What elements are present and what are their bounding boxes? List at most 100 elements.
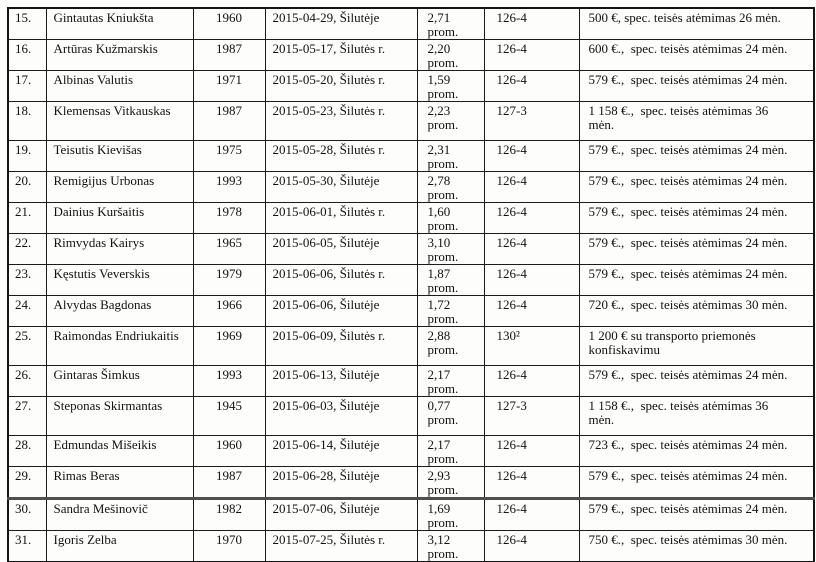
table-row: 22. Rimvydas Kairys 1965 2015-06-05, Šil… <box>7 233 815 265</box>
penalty-cell: 579 €., spec. teisės atėmimas 24 mėn. <box>578 466 815 499</box>
table-row: 16. Artūras Kužmarskis 1987 2015-05-17, … <box>7 39 815 71</box>
name-cell: Gintautas Kniukšta <box>45 7 194 40</box>
name-cell: Dainius Kuršaitis <box>45 202 194 234</box>
row-number-cell: 26. <box>7 365 47 397</box>
article-cell: 126-4 <box>483 171 580 203</box>
birth-year-cell: 1993 <box>192 365 266 397</box>
name-cell: Albinas Valutis <box>45 70 194 102</box>
row-number-cell: 18. <box>7 101 47 141</box>
penalty-cell: 579 €., spec. teisės atėmimas 24 mėn. <box>578 70 815 102</box>
table-row: 21. Dainius Kuršaitis 1978 2015-06-01, Š… <box>7 202 815 234</box>
row-number-cell: 21. <box>7 202 47 234</box>
penalty-cell: 579 €., spec. teisės atėmimas 24 mėn. <box>578 202 815 234</box>
name-cell: Teisutis Kievišas <box>45 140 194 172</box>
date-place-cell: 2015-06-01, Šilutės r. <box>264 202 418 234</box>
birth-year-cell: 1978 <box>192 202 266 234</box>
article-cell: 126-4 <box>483 295 580 327</box>
name-cell: Remigijus Urbonas <box>45 171 194 203</box>
row-number-cell: 23. <box>7 264 47 296</box>
intoxication-cell: 3,12 prom. <box>416 530 485 562</box>
table-row: 23. Kęstutis Veverskis 1979 2015-06-06, … <box>7 264 815 296</box>
row-number-cell: 22. <box>7 233 47 265</box>
row-number-cell: 30. <box>7 497 47 531</box>
table-row: 25. Raimondas Endriukaitis 1969 2015-06-… <box>7 326 815 366</box>
row-number-cell: 17. <box>7 70 47 102</box>
row-number-cell: 28. <box>7 435 47 467</box>
penalty-cell: 723 €., spec. teisės atėmimas 24 mėn. <box>578 435 815 467</box>
name-cell: Raimondas Endriukaitis <box>45 326 194 366</box>
table-row: 30. Sandra Mešinovič 1982 2015-07-06, Ši… <box>7 497 815 531</box>
table-row: 24. Alvydas Bagdonas 1966 2015-06-06, Ši… <box>7 295 815 327</box>
table-row: 17. Albinas Valutis 1971 2015-05-20, Šil… <box>7 70 815 102</box>
date-place-cell: 2015-07-25, Šilutės r. <box>264 530 418 562</box>
birth-year-cell: 1987 <box>192 101 266 141</box>
birth-year-cell: 1960 <box>192 7 266 40</box>
penalty-cell: 579 €., spec. teisės atėmimas 24 mėn. <box>578 140 815 172</box>
table-row: 15. Gintautas Kniukšta 1960 2015-04-29, … <box>7 7 815 40</box>
date-place-cell: 2015-06-06, Šilutės r. <box>264 264 418 296</box>
birth-year-cell: 1979 <box>192 264 266 296</box>
article-cell: 126-4 <box>483 70 580 102</box>
article-cell: 126-4 <box>483 435 580 467</box>
date-place-cell: 2015-06-13, Šilutėje <box>264 365 418 397</box>
article-cell: 127-3 <box>483 396 580 436</box>
intoxication-cell: 2,17 prom. <box>416 435 485 467</box>
penalty-cell: 1 200 € su transporto priemonės konfiska… <box>578 326 815 366</box>
intoxication-cell: 2,23 prom. <box>416 101 485 141</box>
table-body: 15. Gintautas Kniukšta 1960 2015-04-29, … <box>7 7 815 562</box>
table-row: 31. Igoris Zelba 1970 2015-07-25, Šilutė… <box>7 530 815 562</box>
date-place-cell: 2015-06-03, Šilutėje <box>264 396 418 436</box>
article-cell: 126-4 <box>483 7 580 40</box>
article-cell: 126-4 <box>483 39 580 71</box>
article-cell: 126-4 <box>483 202 580 234</box>
name-cell: Steponas Skirmantas <box>45 396 194 436</box>
intoxication-cell: 2,17 prom. <box>416 365 485 397</box>
table-row: 28. Edmundas Mišeikis 1960 2015-06-14, Š… <box>7 435 815 467</box>
intoxication-cell: 2,93 prom. <box>416 466 485 499</box>
intoxication-cell: 3,10 prom. <box>416 233 485 265</box>
article-cell: 126-4 <box>483 233 580 265</box>
row-number-cell: 20. <box>7 171 47 203</box>
article-cell: 126-4 <box>483 140 580 172</box>
name-cell: Klemensas Vitkauskas <box>45 101 194 141</box>
article-cell: 126-4 <box>483 497 580 531</box>
name-cell: Alvydas Bagdonas <box>45 295 194 327</box>
date-place-cell: 2015-06-06, Šilutėje <box>264 295 418 327</box>
birth-year-cell: 1975 <box>192 140 266 172</box>
birth-year-cell: 1987 <box>192 466 266 499</box>
penalty-cell: 750 €., spec. teisės atėmimas 30 mėn. <box>578 530 815 562</box>
name-cell: Edmundas Mišeikis <box>45 435 194 467</box>
article-cell: 126-4 <box>483 264 580 296</box>
penalty-records-table: 15. Gintautas Kniukšta 1960 2015-04-29, … <box>7 7 815 562</box>
table-row: 27. Steponas Skirmantas 1945 2015-06-03,… <box>7 396 815 436</box>
birth-year-cell: 1971 <box>192 70 266 102</box>
date-place-cell: 2015-04-29, Šilutėje <box>264 7 418 40</box>
table-row: 20. Remigijus Urbonas 1993 2015-05-30, Š… <box>7 171 815 203</box>
birth-year-cell: 1970 <box>192 530 266 562</box>
table-row: 18. Klemensas Vitkauskas 1987 2015-05-23… <box>7 101 815 141</box>
date-place-cell: 2015-06-05, Šilutėje <box>264 233 418 265</box>
intoxication-cell: 0,77 prom. <box>416 396 485 436</box>
penalty-cell: 579 €., spec. teisės atėmimas 24 mėn. <box>578 233 815 265</box>
penalty-cell: 1 158 €., spec. teisės atėmimas 36 mėn. <box>578 101 815 141</box>
penalty-cell: 579 €., spec. teisės atėmimas 24 mėn. <box>578 264 815 296</box>
name-cell: Sandra Mešinovič <box>45 497 194 531</box>
birth-year-cell: 1982 <box>192 497 266 531</box>
birth-year-cell: 1965 <box>192 233 266 265</box>
name-cell: Rimas Beras <box>45 466 194 499</box>
row-number-cell: 15. <box>7 7 47 40</box>
article-cell: 126-4 <box>483 530 580 562</box>
date-place-cell: 2015-07-06, Šilutėje <box>264 497 418 531</box>
row-number-cell: 27. <box>7 396 47 436</box>
table-row: 26. Gintaras Šimkus 1993 2015-06-13, Šil… <box>7 365 815 397</box>
intoxication-cell: 2,31 prom. <box>416 140 485 172</box>
date-place-cell: 2015-06-14, Šilutėje <box>264 435 418 467</box>
intoxication-cell: 2,78 prom. <box>416 171 485 203</box>
row-number-cell: 31. <box>7 530 47 562</box>
row-number-cell: 29. <box>7 466 47 499</box>
birth-year-cell: 1945 <box>192 396 266 436</box>
penalty-cell: 579 €., spec. teisės atėmimas 24 mėn. <box>578 497 815 531</box>
table-row: 19. Teisutis Kievišas 1975 2015-05-28, Š… <box>7 140 815 172</box>
article-cell: 130² <box>483 326 580 366</box>
